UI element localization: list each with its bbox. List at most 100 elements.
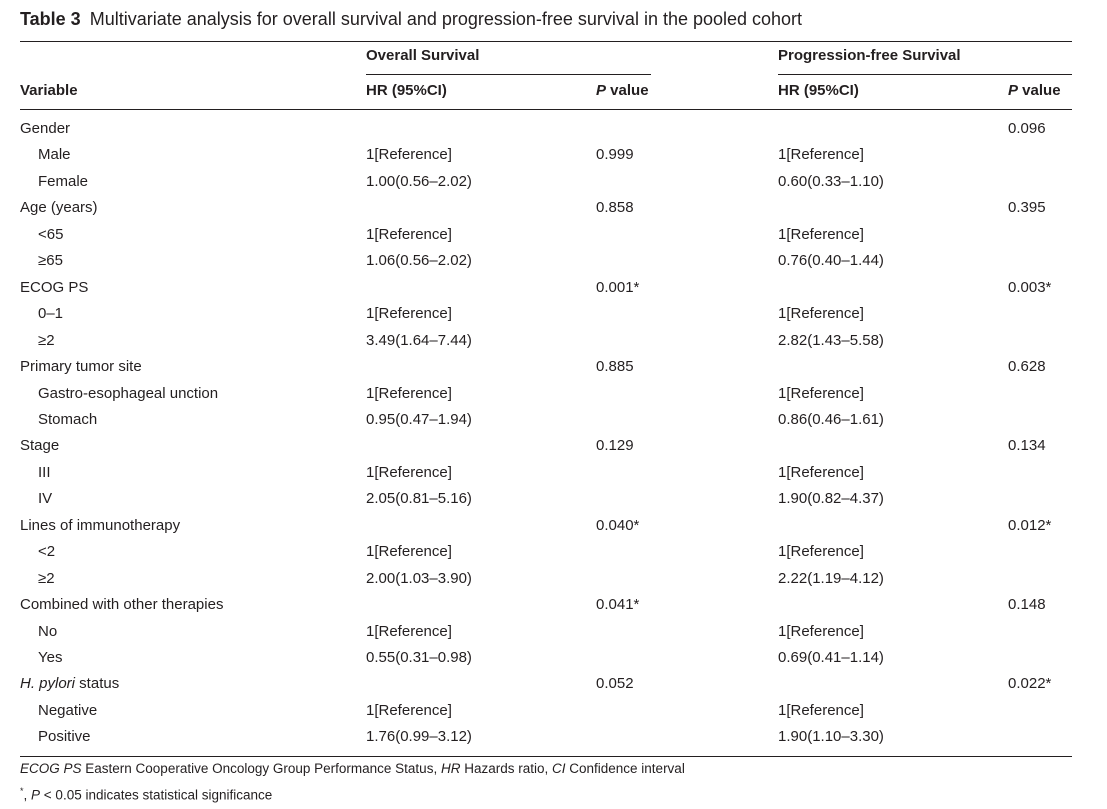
header-rule: [20, 109, 1072, 110]
row-label: Gastro-esophageal unction: [38, 385, 219, 402]
def-ci: Confidence interval: [565, 761, 685, 776]
cell-os-hr: 1[Reference]: [366, 543, 452, 560]
cell-pfs-hr: 1[Reference]: [778, 226, 864, 243]
cell-os-p: 0.041*: [596, 596, 640, 613]
cell-pfs-hr: 1[Reference]: [778, 464, 864, 481]
cell-os-p: 0.052: [596, 675, 634, 692]
def-hr: Hazards ratio,: [460, 761, 552, 776]
cell-os-hr: 1.00(0.56–2.02): [366, 173, 472, 190]
cell-pfs-hr: 1[Reference]: [778, 146, 864, 163]
row-label: ≥2: [38, 332, 55, 349]
cell-os-hr: 1[Reference]: [366, 226, 452, 243]
cell-os-p: 0.858: [596, 199, 634, 216]
cell-pfs-hr: 1.90(1.10–3.30): [778, 728, 884, 745]
cell-pfs-hr: 0.86(0.46–1.61): [778, 411, 884, 428]
cell-os-hr: 1[Reference]: [366, 385, 452, 402]
row-label: Primary tumor site: [20, 358, 142, 375]
row-label: Female: [38, 173, 89, 190]
cell-os-p: 0.999: [596, 146, 634, 163]
abbr-ci: CI: [552, 761, 566, 776]
row-label-suffix: status: [75, 675, 120, 692]
row-label: Stage: [20, 437, 60, 454]
group-header-os: Overall Survival: [366, 47, 480, 64]
row-label: No: [38, 623, 58, 640]
cell-pfs-hr: 1[Reference]: [778, 305, 864, 322]
row-label: <2: [38, 543, 56, 560]
def-ecog: Eastern Cooperative Oncology Group Perfo…: [81, 761, 441, 776]
cell-pfs-p: 0.628: [1008, 358, 1046, 375]
p-value-word: value: [1018, 82, 1061, 99]
cell-pfs-p: 0.134: [1008, 437, 1046, 454]
row-label: Male: [38, 146, 71, 163]
cell-os-p: 0.040*: [596, 517, 640, 534]
cell-pfs-hr: 1.90(0.82–4.37): [778, 490, 884, 507]
footnote-sig-text: < 0.05 indicates statistical significanc…: [40, 787, 273, 803]
cell-pfs-p: 0.096: [1008, 120, 1046, 137]
cell-os-hr: 1.76(0.99–3.12): [366, 728, 472, 745]
row-label: ECOG PS: [20, 279, 89, 296]
cell-pfs-p: 0.022*: [1008, 675, 1052, 692]
p-value-word: value: [606, 82, 649, 99]
row-label: Yes: [38, 649, 63, 666]
os-group-rule: [366, 74, 651, 75]
cell-pfs-hr: 1[Reference]: [778, 543, 864, 560]
table-caption: Multivariate analysis for overall surviv…: [89, 9, 803, 29]
cell-os-hr: 2.05(0.81–5.16): [366, 490, 472, 507]
abbr-hr: HR: [440, 761, 461, 776]
cell-pfs-hr: 0.60(0.33–1.10): [778, 173, 884, 190]
cell-pfs-p: 0.148: [1008, 596, 1046, 613]
cell-os-p: 0.885: [596, 358, 634, 375]
cell-pfs-p: 0.395: [1008, 199, 1046, 216]
top-rule: [20, 41, 1072, 42]
row-label: Positive: [38, 728, 91, 745]
cell-pfs-hr: 1[Reference]: [778, 623, 864, 640]
footnote-p: P: [31, 787, 41, 803]
row-label: Combined with other therapies: [20, 596, 224, 613]
cell-pfs-hr: 1[Reference]: [778, 702, 864, 719]
col-header-hr-os: HR (95%CI): [366, 82, 447, 99]
bottom-rule: [20, 756, 1072, 757]
row-label: Lines of immunotherapy: [20, 517, 181, 534]
row-label: III: [38, 464, 51, 481]
row-label: Gender: [20, 120, 71, 137]
cell-os-hr: 1[Reference]: [366, 305, 452, 322]
cell-os-p: 0.001*: [596, 279, 640, 296]
footnote-sep: ,: [23, 787, 32, 803]
cell-os-hr: 1[Reference]: [366, 623, 452, 640]
row-label: ≥2: [38, 570, 55, 587]
row-label: ≥65: [38, 252, 63, 269]
cell-os-hr: 0.95(0.47–1.94): [366, 411, 472, 428]
abbr-ecog: ECOG PS: [20, 761, 82, 776]
cell-os-hr: 3.49(1.64–7.44): [366, 332, 472, 349]
row-label: Stomach: [38, 411, 98, 428]
table-title: Table 3 Multivariate analysis for overal…: [20, 9, 802, 30]
cell-os-hr: 2.00(1.03–3.90): [366, 570, 472, 587]
pfs-group-rule: [778, 74, 1072, 75]
row-label: IV: [38, 490, 53, 507]
p-letter: P: [596, 82, 607, 99]
row-label: <65: [38, 226, 64, 243]
cell-os-hr: 0.55(0.31–0.98): [366, 649, 472, 666]
cell-pfs-p: 0.003*: [1008, 279, 1052, 296]
cell-pfs-hr: 2.22(1.19–4.12): [778, 570, 884, 587]
cell-os-hr: 1[Reference]: [366, 702, 452, 719]
footnote-star: *: [20, 786, 24, 796]
footnote-significance: *, P < 0.05 indicates statistical signif…: [20, 786, 272, 803]
row-label: Age (years): [20, 199, 98, 216]
row-label: 0–1: [38, 305, 64, 322]
footnote-abbreviations: ECOG PS Eastern Cooperative Oncology Gro…: [20, 761, 685, 776]
cell-os-hr: 1.06(0.56–2.02): [366, 252, 472, 269]
cell-pfs-hr: 2.82(1.43–5.58): [778, 332, 884, 349]
cell-pfs-hr: 0.76(0.40–1.44): [778, 252, 884, 269]
cell-pfs-p: 0.012*: [1008, 517, 1052, 534]
cell-os-hr: 1[Reference]: [366, 464, 452, 481]
row-label: Negative: [38, 702, 98, 719]
cell-os-hr: 1[Reference]: [366, 146, 452, 163]
col-header-p-os: P value: [596, 82, 649, 99]
cell-pfs-hr: 0.69(0.41–1.14): [778, 649, 884, 666]
table-label: Table 3: [20, 9, 81, 29]
col-header-variable: Variable: [20, 82, 78, 99]
p-letter: P: [1008, 82, 1019, 99]
col-header-p-pfs: P value: [1008, 82, 1061, 99]
cell-pfs-hr: 1[Reference]: [778, 385, 864, 402]
